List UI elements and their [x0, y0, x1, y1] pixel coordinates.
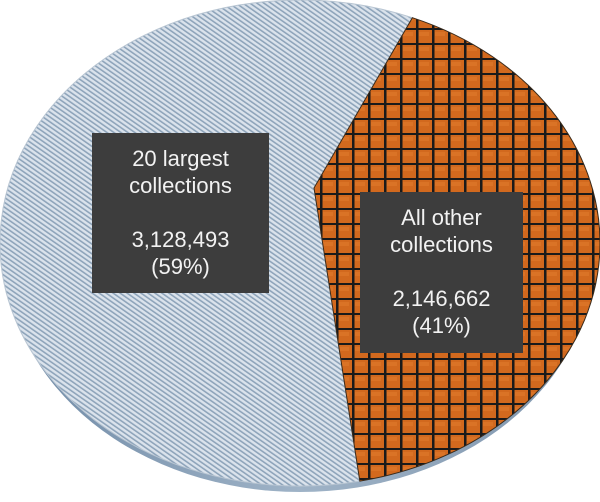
slice-value: 3,128,493: [131, 227, 230, 252]
slice-percent: (59%): [151, 254, 210, 279]
slice-label-20-largest: 20 largest collections 3,128,493 (59%): [92, 133, 269, 293]
slice-label-name-line-1: 20 largest: [132, 146, 229, 171]
slice-label-all-other: All other collections 2,146,662 (41%): [360, 192, 523, 353]
slice-label-name-line-1: All other: [401, 205, 482, 230]
slice-value: 2,146,662: [392, 286, 491, 311]
slice-label-name-line-2: collections: [129, 173, 232, 198]
slice-percent: (41%): [412, 313, 471, 338]
slice-label-name-line-2: collections: [390, 232, 493, 257]
